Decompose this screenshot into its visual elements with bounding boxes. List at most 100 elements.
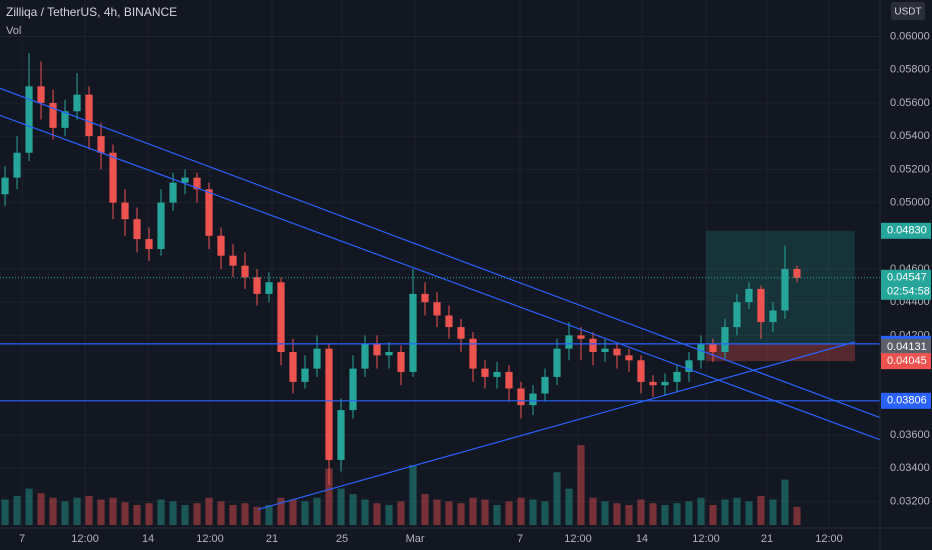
y-tick-label: 0.05600	[890, 97, 930, 109]
volume-bar	[109, 497, 117, 525]
x-tick-label: 12:00	[692, 533, 720, 545]
volume-bar	[157, 499, 165, 525]
volume-bar	[673, 503, 681, 525]
volume-bar	[397, 501, 405, 525]
volume-bar	[721, 499, 729, 525]
candle-body	[205, 189, 213, 236]
candle-body	[337, 410, 345, 460]
volume-bar	[793, 506, 801, 525]
volume-bar	[709, 505, 717, 525]
volume-bar	[13, 495, 21, 525]
trend-line	[0, 87, 881, 419]
x-tick-label: 14	[636, 533, 648, 545]
volume-bar	[541, 501, 549, 525]
candle-body	[697, 343, 705, 361]
volume-bar	[781, 479, 789, 525]
x-tick-label: 7	[19, 533, 25, 545]
volume-bar	[61, 501, 69, 525]
y-tick-label: 0.05000	[890, 196, 930, 208]
volume-bar	[421, 494, 429, 525]
volume-bar	[553, 472, 561, 525]
x-tick-label: 12:00	[196, 533, 224, 545]
candle-body	[157, 202, 165, 250]
currency-badge[interactable]	[891, 2, 925, 20]
candle-body	[97, 136, 105, 153]
volume-bar	[181, 505, 189, 525]
candle-body	[313, 348, 321, 369]
volume-bar	[265, 505, 273, 525]
x-tick-label: 7	[517, 533, 523, 545]
volume-bar	[385, 505, 393, 525]
candle-body	[265, 282, 273, 294]
volume-bar	[145, 503, 153, 525]
candle-body	[109, 152, 117, 203]
y-tick-label: 0.05800	[890, 64, 930, 76]
candle-body	[61, 111, 69, 128]
volume-bar	[481, 499, 489, 525]
candle-body	[469, 338, 477, 369]
volume-bar	[469, 497, 477, 525]
candle-body	[49, 102, 57, 128]
volume-bar	[217, 501, 225, 525]
volume-bar	[697, 497, 705, 525]
candle-body	[769, 310, 777, 323]
volume-bar	[37, 493, 45, 525]
volume-bar	[637, 499, 645, 525]
candle-body	[217, 235, 225, 256]
candle-body	[793, 268, 801, 278]
volume-bar	[769, 499, 777, 525]
volume-bar	[745, 501, 753, 525]
candle-body	[625, 355, 633, 361]
volume-bar	[169, 501, 177, 525]
x-tick-label: Mar	[406, 533, 425, 545]
candle-body	[85, 94, 93, 137]
candle-body	[721, 327, 729, 352]
candle-body	[673, 371, 681, 382]
volume-bar	[589, 497, 597, 525]
price-badge-label: 0.03806	[887, 395, 927, 407]
price-badge	[881, 222, 931, 239]
candle-body	[481, 368, 489, 377]
x-tick-label: 14	[142, 533, 154, 545]
candle-body	[781, 268, 789, 311]
candle-body	[397, 352, 405, 372]
candle-body	[661, 381, 669, 386]
candle-body	[361, 343, 369, 369]
volume-bar	[49, 497, 57, 525]
volume-bar	[505, 501, 513, 525]
candle-body	[421, 293, 429, 303]
current-price-badge	[881, 269, 931, 300]
volume-bar	[229, 505, 237, 525]
price-badge-label: 0.04830	[887, 225, 927, 237]
price-badge	[881, 353, 931, 370]
volume-bar	[313, 497, 321, 525]
candle-body	[553, 348, 561, 377]
volume-bar	[73, 497, 81, 525]
candle-body	[745, 288, 753, 303]
volume-bar	[349, 494, 357, 525]
volume-bar	[361, 499, 369, 525]
volume-bar	[601, 501, 609, 525]
volume-label: Vol	[6, 25, 21, 37]
candle-body	[433, 302, 441, 316]
candle-body	[325, 348, 333, 460]
volume-bar	[193, 503, 201, 525]
candle-body	[409, 293, 417, 372]
candle-body	[37, 86, 45, 103]
candle-body	[565, 335, 573, 349]
candle-body	[517, 388, 525, 406]
volume-bar	[445, 501, 453, 525]
currency[interactable]: USDT	[894, 7, 921, 18]
y-tick-label: 0.05200	[890, 163, 930, 175]
volume-bar	[733, 497, 741, 525]
volume-bar	[25, 488, 33, 525]
candle-body	[601, 348, 609, 352]
candle-body	[505, 371, 513, 389]
volume-bar	[325, 468, 333, 525]
candle-body	[121, 202, 129, 220]
candle-body	[373, 343, 381, 356]
y-tick-label: 0.05400	[890, 130, 930, 142]
candle-body	[541, 376, 549, 394]
candle-body	[1, 177, 9, 195]
